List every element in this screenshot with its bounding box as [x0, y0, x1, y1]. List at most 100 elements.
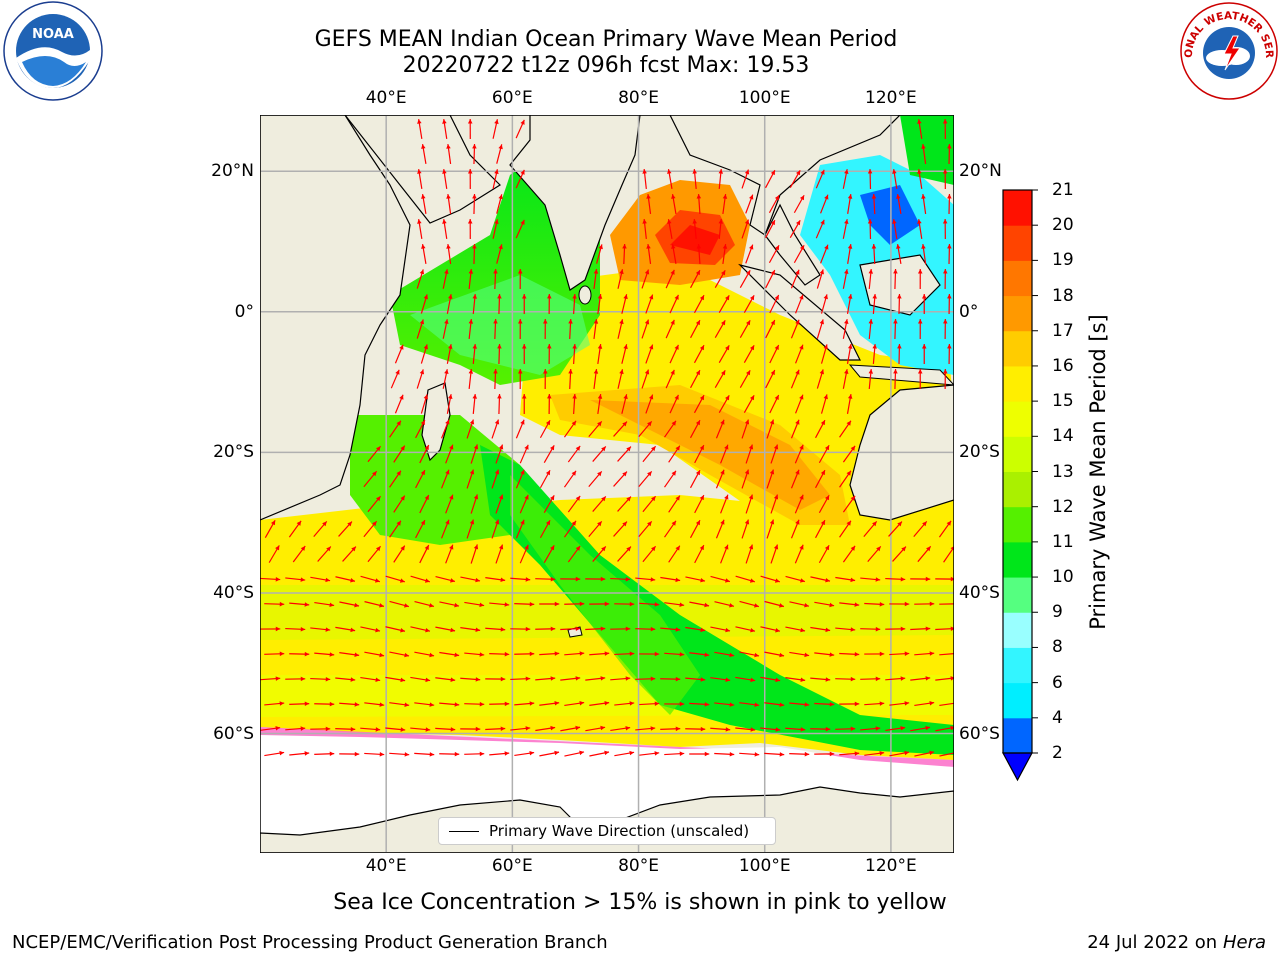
wave-arrow: [543, 445, 555, 463]
wave-arrow: [572, 393, 577, 415]
wave-arrow: [635, 676, 656, 682]
wave-arrow: [415, 419, 426, 439]
wave-arrow: [464, 751, 485, 757]
wave-arrow: [689, 419, 701, 439]
wave-arrow: [710, 727, 731, 732]
wave-arrow: [442, 219, 448, 239]
wave-arrow: [535, 576, 556, 582]
wave-arrow: [793, 244, 805, 264]
wave-arrow: [735, 626, 756, 633]
wave-arrow: [735, 676, 756, 683]
wave-arrow: [338, 521, 353, 537]
wave-arrow: [790, 269, 800, 289]
wave-arrow: [714, 270, 726, 288]
wave-arrow: [745, 194, 754, 214]
wave-arrow: [917, 169, 923, 189]
wave-arrow: [446, 344, 453, 364]
wave-arrow: [592, 546, 607, 562]
wave-arrow: [820, 394, 828, 414]
wave-arrow: [715, 519, 725, 539]
wave-arrow: [493, 268, 498, 290]
wave-arrow: [414, 651, 435, 658]
wave-arrow: [497, 293, 502, 315]
wave-arrow: [760, 575, 781, 583]
wave-arrow: [893, 268, 898, 290]
wave-arrow: [460, 677, 481, 682]
wave-arrow: [445, 494, 454, 514]
wave-arrow: [515, 419, 525, 439]
wave-arrow: [690, 319, 701, 339]
wave-arrow: [638, 470, 653, 488]
wave-arrow: [741, 419, 750, 439]
wave-arrow: [593, 269, 599, 289]
wave-arrow: [769, 344, 780, 364]
wave-arrow: [689, 702, 710, 707]
wave-arrow: [885, 576, 906, 582]
wave-arrow: [639, 701, 660, 706]
wave-arrow: [268, 545, 280, 563]
wave-arrow: [519, 494, 529, 514]
wave-arrow: [491, 419, 500, 439]
wave-arrow: [816, 269, 825, 289]
footer-host: Hera: [1222, 932, 1266, 953]
wave-arrow: [489, 751, 510, 756]
wave-arrow: [420, 344, 429, 364]
wave-arrow: [790, 519, 800, 539]
wave-arrow: [660, 627, 681, 632]
wave-arrow: [710, 575, 731, 583]
colorbar-segment: [1003, 506, 1032, 543]
colorbar-segment: [1003, 260, 1032, 297]
wave-arrow: [597, 344, 603, 364]
wave-arrow: [496, 194, 503, 214]
wave-arrow: [739, 702, 760, 707]
colorbar-tick-label: 20: [1052, 215, 1074, 236]
wave-arrow: [617, 369, 624, 389]
wave-arrow: [789, 220, 801, 238]
wave-arrow: [943, 268, 948, 290]
wave-arrow: [815, 419, 826, 439]
wave-arrow: [439, 651, 460, 658]
wave-arrow: [285, 726, 306, 731]
wave-arrow: [492, 169, 499, 189]
colorbar-segment: [1003, 190, 1032, 226]
wave-arrow: [847, 194, 853, 214]
colorbar-tick-label: 2: [1052, 743, 1063, 763]
wave-arrow: [860, 626, 881, 632]
wave-arrow: [560, 576, 581, 582]
wave-arrow: [765, 319, 776, 339]
colorbar-segment: [1003, 682, 1032, 719]
wave-arrow: [722, 194, 728, 214]
wave-arrow: [410, 575, 431, 583]
wave-arrow: [420, 394, 429, 414]
wave-arrow: [889, 750, 910, 757]
wave-arrow: [939, 752, 954, 757]
wave-arrow: [921, 293, 927, 315]
wave-arrow: [839, 420, 852, 438]
wave-arrow: [313, 521, 328, 537]
wave-arrow: [415, 519, 426, 539]
wave-arrow: [785, 626, 806, 633]
wave-arrow: [667, 219, 673, 239]
wave-arrow: [543, 318, 548, 340]
wave-arrow: [942, 168, 948, 190]
wave-arrow: [389, 470, 402, 488]
wave-arrow: [360, 727, 381, 732]
lon-tick-bottom: 60°E: [491, 856, 533, 876]
wave-arrow: [317, 546, 332, 562]
wave-arrow: [720, 444, 729, 464]
wave-arrow: [810, 677, 831, 682]
wave-arrow: [517, 318, 523, 340]
wave-arrow: [610, 676, 631, 681]
wave-arrow: [645, 344, 654, 364]
wave-arrow: [693, 394, 705, 414]
wave-arrow: [768, 244, 780, 264]
wave-arrow: [564, 700, 585, 707]
lon-tick-top: 80°E: [618, 88, 659, 108]
colorbar-tick-label: 4: [1052, 707, 1063, 728]
wave-arrow: [613, 521, 628, 537]
wave-arrow: [414, 752, 435, 757]
wave-arrow: [943, 546, 954, 563]
wave-arrow: [470, 544, 479, 564]
colorbar-segment: [1003, 436, 1032, 472]
wave-arrow: [639, 602, 660, 607]
